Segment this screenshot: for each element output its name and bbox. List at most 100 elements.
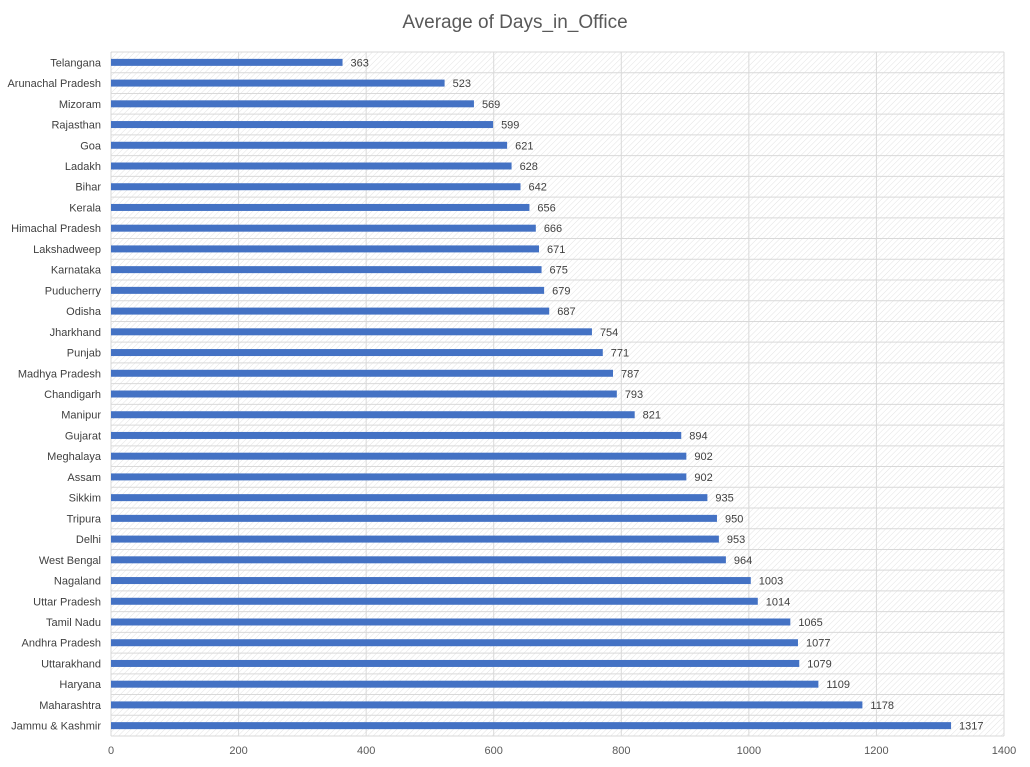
bar bbox=[111, 286, 545, 294]
bar bbox=[111, 618, 791, 626]
category-label: Lakshadweep bbox=[33, 244, 101, 256]
bar bbox=[111, 224, 536, 232]
data-label: 599 bbox=[501, 120, 519, 132]
data-label: 950 bbox=[725, 513, 743, 525]
bar bbox=[111, 680, 819, 688]
data-label: 687 bbox=[557, 306, 575, 318]
bar bbox=[111, 535, 719, 543]
category-label: Meghalaya bbox=[47, 451, 102, 463]
bar bbox=[111, 452, 687, 460]
bar bbox=[111, 722, 952, 730]
category-label: Chandigarh bbox=[44, 389, 101, 401]
category-label: Mizoram bbox=[59, 99, 101, 111]
bar bbox=[111, 245, 540, 253]
data-label: 1077 bbox=[806, 638, 830, 650]
data-label: 964 bbox=[734, 555, 752, 567]
data-label: 902 bbox=[694, 451, 712, 463]
bar bbox=[111, 494, 708, 502]
category-label: Manipur bbox=[61, 410, 101, 422]
data-label: 679 bbox=[552, 285, 570, 297]
bar bbox=[111, 390, 617, 398]
bar bbox=[111, 100, 474, 108]
bar bbox=[111, 556, 726, 564]
data-label: 1065 bbox=[798, 617, 822, 629]
category-label: West Bengal bbox=[39, 555, 101, 567]
category-label: Nagaland bbox=[54, 576, 101, 588]
bar bbox=[111, 639, 798, 647]
data-label: 787 bbox=[621, 368, 639, 380]
x-tick-label: 800 bbox=[612, 745, 630, 757]
category-label: Odisha bbox=[66, 306, 102, 318]
bar bbox=[111, 577, 751, 585]
bar bbox=[111, 183, 521, 191]
x-tick-label: 1000 bbox=[737, 745, 761, 757]
bar bbox=[111, 701, 863, 709]
category-label: Uttar Pradesh bbox=[33, 596, 101, 608]
category-label: Assam bbox=[67, 472, 101, 484]
category-label: Gujarat bbox=[65, 430, 101, 442]
bar bbox=[111, 266, 542, 274]
category-label: Karnataka bbox=[51, 265, 102, 277]
x-tick-label: 600 bbox=[485, 745, 503, 757]
data-label: 628 bbox=[520, 161, 538, 173]
data-label: 1014 bbox=[766, 596, 790, 608]
category-label: Punjab bbox=[67, 348, 101, 360]
data-label: 902 bbox=[694, 472, 712, 484]
data-label: 666 bbox=[544, 223, 562, 235]
data-label: 671 bbox=[547, 244, 565, 256]
data-label: 523 bbox=[453, 78, 471, 90]
data-label: 754 bbox=[600, 327, 618, 339]
bar bbox=[111, 141, 508, 149]
bar bbox=[111, 121, 494, 129]
category-label: Rajasthan bbox=[51, 120, 101, 132]
data-label: 821 bbox=[643, 410, 661, 422]
x-tick-label: 200 bbox=[229, 745, 247, 757]
category-label: Jharkhand bbox=[50, 327, 101, 339]
x-tick-label: 1200 bbox=[864, 745, 888, 757]
category-label: Bihar bbox=[75, 182, 101, 194]
data-label: 793 bbox=[625, 389, 643, 401]
bar bbox=[111, 349, 603, 357]
category-label: Arunachal Pradesh bbox=[7, 78, 101, 90]
data-label: 1109 bbox=[826, 679, 850, 691]
category-label: Uttarakhand bbox=[41, 658, 101, 670]
category-label: Maharashtra bbox=[39, 700, 102, 712]
bar bbox=[111, 369, 613, 377]
data-label: 363 bbox=[351, 57, 369, 69]
data-label: 1003 bbox=[759, 576, 783, 588]
bar bbox=[111, 328, 592, 336]
category-label: Haryana bbox=[59, 679, 101, 691]
category-label: Tamil Nadu bbox=[46, 617, 101, 629]
data-label: 771 bbox=[611, 348, 629, 360]
data-label: 894 bbox=[689, 430, 707, 442]
bar bbox=[111, 162, 512, 170]
category-label: Goa bbox=[80, 140, 102, 152]
data-label: 656 bbox=[537, 202, 555, 214]
data-label: 642 bbox=[529, 182, 547, 194]
category-label: Kerala bbox=[69, 202, 102, 214]
category-label: Puducherry bbox=[45, 285, 102, 297]
bar bbox=[111, 597, 758, 605]
x-tick-label: 1400 bbox=[992, 745, 1016, 757]
category-label: Jammu & Kashmir bbox=[11, 721, 101, 733]
category-label: Ladakh bbox=[65, 161, 101, 173]
data-label: 953 bbox=[727, 534, 745, 546]
data-label: 1079 bbox=[807, 658, 831, 670]
bar bbox=[111, 659, 800, 667]
category-label: Delhi bbox=[76, 534, 101, 546]
bar bbox=[111, 514, 717, 522]
data-label: 935 bbox=[715, 493, 733, 505]
data-label: 1178 bbox=[870, 700, 894, 712]
x-tick-label: 0 bbox=[108, 745, 114, 757]
data-label: 1317 bbox=[959, 721, 983, 733]
category-label: Himachal Pradesh bbox=[11, 223, 101, 235]
category-label: Madhya Pradesh bbox=[18, 368, 101, 380]
category-label: Sikkim bbox=[69, 493, 101, 505]
data-label: 621 bbox=[515, 140, 533, 152]
bar bbox=[111, 411, 635, 419]
bar bbox=[111, 473, 687, 481]
bar bbox=[111, 79, 445, 87]
x-tick-label: 400 bbox=[357, 745, 375, 757]
